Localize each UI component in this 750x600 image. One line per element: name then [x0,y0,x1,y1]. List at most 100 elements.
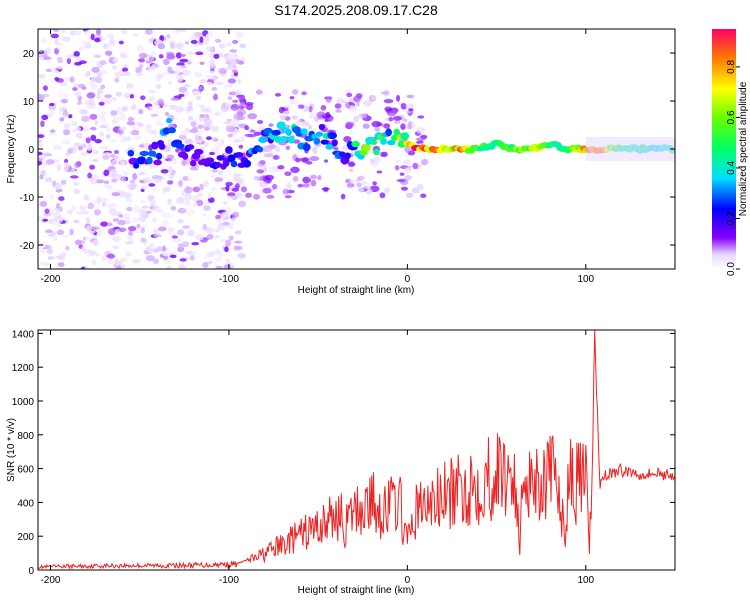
heatmap-cell [225,146,233,154]
heatmap-cell [55,255,65,260]
heatmap-cell [131,217,141,223]
heatmap-cell [38,73,45,79]
y-tick-label: 0 [28,566,34,577]
heatmap-cell [227,54,235,60]
heatmap-cell [372,181,377,186]
heatmap-cell [43,56,52,61]
heatmap-cell [57,262,65,268]
heatmap-cell [81,86,87,90]
heatmap-cell [344,152,351,160]
heatmap-cell [129,182,137,190]
heatmap-cell [633,137,637,161]
heatmap-cell [158,143,166,150]
heatmap-cell [170,42,175,49]
heatmap-cell [199,61,205,65]
heatmap-cell [284,105,292,109]
heatmap-cell [221,211,230,219]
heatmap-cell [187,61,192,65]
heatmap-cell [190,159,197,167]
heatmap-cell [393,128,400,136]
heatmap-cell [173,117,180,123]
y-tick-label: 1000 [12,397,35,408]
heatmap-cell [232,138,241,143]
heatmap-cell [59,117,65,122]
heatmap-cell [147,194,155,202]
snr-panel: -200 -100 0 100 0 200 400 600 800 1000 1200 1400 H… [6,329,676,596]
heatmap-cell [101,255,107,262]
heatmap-cell [42,85,48,91]
colorbar-label: Normalized spectral amplitude [738,81,749,216]
heatmap-cell [607,137,611,161]
heatmap-cell [167,165,173,172]
heatmap-cell [163,145,172,153]
heatmap-cell [230,103,240,111]
heatmap-cell [417,115,425,119]
heatmap-cell [158,226,167,232]
heatmap-cell [202,223,208,231]
heatmap-cell [345,121,355,128]
heatmap-cell [116,106,122,114]
heatmap-cell [83,248,93,254]
heatmap-cell [111,178,118,183]
heatmap-cell [114,258,120,265]
heatmap-cell [257,146,264,153]
y-tick-label: 600 [17,465,34,476]
heatmap-cell [74,91,82,97]
heatmap-cell [226,206,232,214]
heatmap-cell [151,141,159,150]
heatmap-cell [272,154,279,160]
y-tick-label: 1200 [12,363,35,374]
heatmap-cell [110,211,118,216]
heatmap-cell [116,265,122,269]
heatmap-cell [66,209,73,215]
heatmap-cell [70,205,77,212]
heatmap-cell [415,137,425,142]
heatmap-cell [109,202,118,208]
heatmap-cell [256,119,264,124]
heatmap-cell [615,137,619,161]
heatmap-cell [129,106,138,110]
heatmap-cell [596,137,600,161]
heatmap-cell [227,96,233,101]
heatmap-cell [399,172,405,176]
heatmap-cell [226,118,232,122]
heatmap-cell [379,192,386,199]
heatmap-cell [323,159,329,163]
heatmap-cell [81,143,87,149]
heatmap-cell [148,183,156,187]
heatmap-cell [138,52,148,59]
heatmap-cell [125,198,133,203]
heatmap-cell [190,254,195,261]
heatmap-cell [124,218,130,224]
heatmap-cell [214,177,224,182]
heatmap-cell [219,226,225,230]
heatmap-cell [100,221,109,227]
heatmap-cell [335,109,342,113]
heatmap-cell [107,227,117,235]
heatmap-cell [73,188,80,194]
heatmap-cell [187,115,194,121]
heatmap-cell [213,93,218,101]
heatmap-cell [299,157,310,163]
heatmap-cell [62,114,67,119]
heatmap-cell [55,66,64,70]
heatmap-cell [118,214,124,218]
heatmap-cell [171,235,179,239]
heatmap-cell [114,71,120,77]
heatmap-cell [140,209,145,214]
heatmap-cell [302,183,310,188]
heatmap-cell [49,211,56,216]
heatmap-cell [166,53,176,60]
heatmap-cell [133,162,140,169]
heatmap-cell [148,96,156,102]
heatmap-cell [143,177,152,184]
heatmap-cell [222,221,230,226]
heatmap-cell [213,261,219,268]
heatmap-cell [133,206,142,213]
heatmap-cell [190,121,197,127]
x-tick-label: 0 [405,575,411,586]
heatmap-cell [149,106,155,110]
heatmap-cell [119,52,128,59]
heatmap-cell [232,99,239,103]
heatmap-cell [111,97,117,101]
